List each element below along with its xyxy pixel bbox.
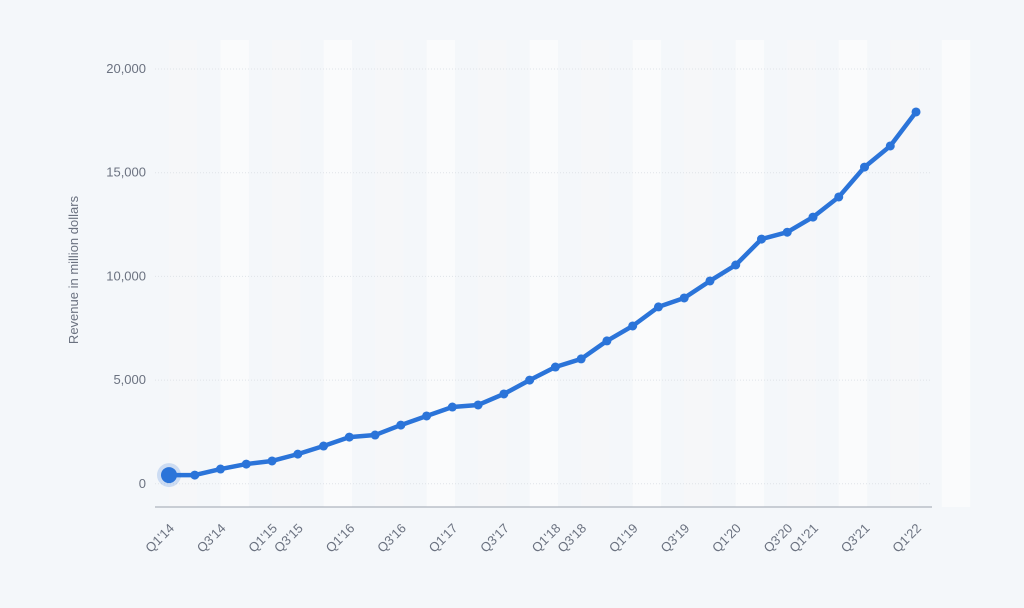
point bbox=[190, 470, 200, 480]
point bbox=[370, 430, 380, 440]
band bbox=[941, 40, 971, 507]
x-tick-label: Q1'20 bbox=[709, 521, 744, 556]
point bbox=[808, 212, 818, 222]
point bbox=[756, 234, 766, 244]
point bbox=[499, 389, 509, 399]
x-tick-label: Q1'19 bbox=[606, 521, 641, 556]
band bbox=[684, 40, 713, 507]
point bbox=[705, 276, 715, 286]
x-tick-label: Q3'17 bbox=[477, 521, 512, 556]
x-tick-label: Q3'19 bbox=[657, 521, 692, 556]
point bbox=[550, 362, 560, 372]
band bbox=[426, 40, 456, 507]
y-tick-label: 5,000 bbox=[113, 372, 146, 387]
point bbox=[473, 400, 483, 410]
band bbox=[220, 40, 249, 507]
band bbox=[581, 40, 610, 507]
x-tick-label: Q1'15 bbox=[245, 521, 280, 556]
y-tick-label: 10,000 bbox=[106, 268, 146, 283]
point bbox=[834, 192, 844, 202]
band bbox=[735, 40, 765, 507]
band bbox=[272, 40, 301, 507]
point bbox=[267, 456, 277, 466]
point bbox=[576, 354, 586, 364]
band bbox=[838, 40, 868, 507]
x-tick-label: Q3'14 bbox=[194, 521, 229, 556]
band bbox=[787, 40, 816, 507]
point bbox=[782, 227, 792, 237]
x-tick-label: Q1'16 bbox=[323, 521, 358, 556]
background-bands bbox=[169, 40, 971, 507]
x-tick-label: Q3'15 bbox=[271, 521, 306, 556]
point bbox=[293, 449, 303, 459]
y-tick-label: 0 bbox=[139, 476, 146, 491]
y-axis-label: Revenue in million dollars bbox=[66, 195, 81, 344]
point bbox=[731, 260, 741, 270]
x-tick-label: Q1'22 bbox=[889, 521, 924, 556]
band bbox=[375, 40, 404, 507]
y-tick-label: 15,000 bbox=[106, 165, 146, 180]
point bbox=[679, 293, 689, 303]
point bbox=[161, 467, 177, 484]
x-tick-label: Q3'20 bbox=[761, 521, 796, 556]
band bbox=[323, 40, 352, 507]
band bbox=[632, 40, 662, 507]
point bbox=[653, 302, 663, 312]
x-tick-label: Q1'17 bbox=[426, 521, 461, 556]
point bbox=[396, 420, 406, 430]
point bbox=[911, 107, 921, 117]
x-tick-label: Q1'21 bbox=[786, 521, 821, 556]
x-tick-label: Q1'18 bbox=[529, 521, 564, 556]
point bbox=[525, 375, 535, 385]
band bbox=[529, 40, 559, 507]
point bbox=[241, 459, 251, 469]
x-tick-label: Q3'18 bbox=[554, 521, 589, 556]
band bbox=[478, 40, 507, 507]
y-tick-label: 20,000 bbox=[106, 61, 146, 76]
point bbox=[216, 464, 226, 474]
x-tick-label: Q3'21 bbox=[838, 521, 873, 556]
point bbox=[447, 402, 457, 412]
point bbox=[885, 141, 895, 151]
x-tick-label: Q3'16 bbox=[374, 521, 409, 556]
point bbox=[628, 321, 638, 331]
point bbox=[860, 162, 870, 172]
point bbox=[344, 432, 354, 442]
x-tick-label: Q1'14 bbox=[142, 521, 177, 556]
point bbox=[319, 441, 329, 451]
band bbox=[169, 40, 198, 507]
point bbox=[602, 336, 612, 346]
point bbox=[422, 411, 432, 421]
